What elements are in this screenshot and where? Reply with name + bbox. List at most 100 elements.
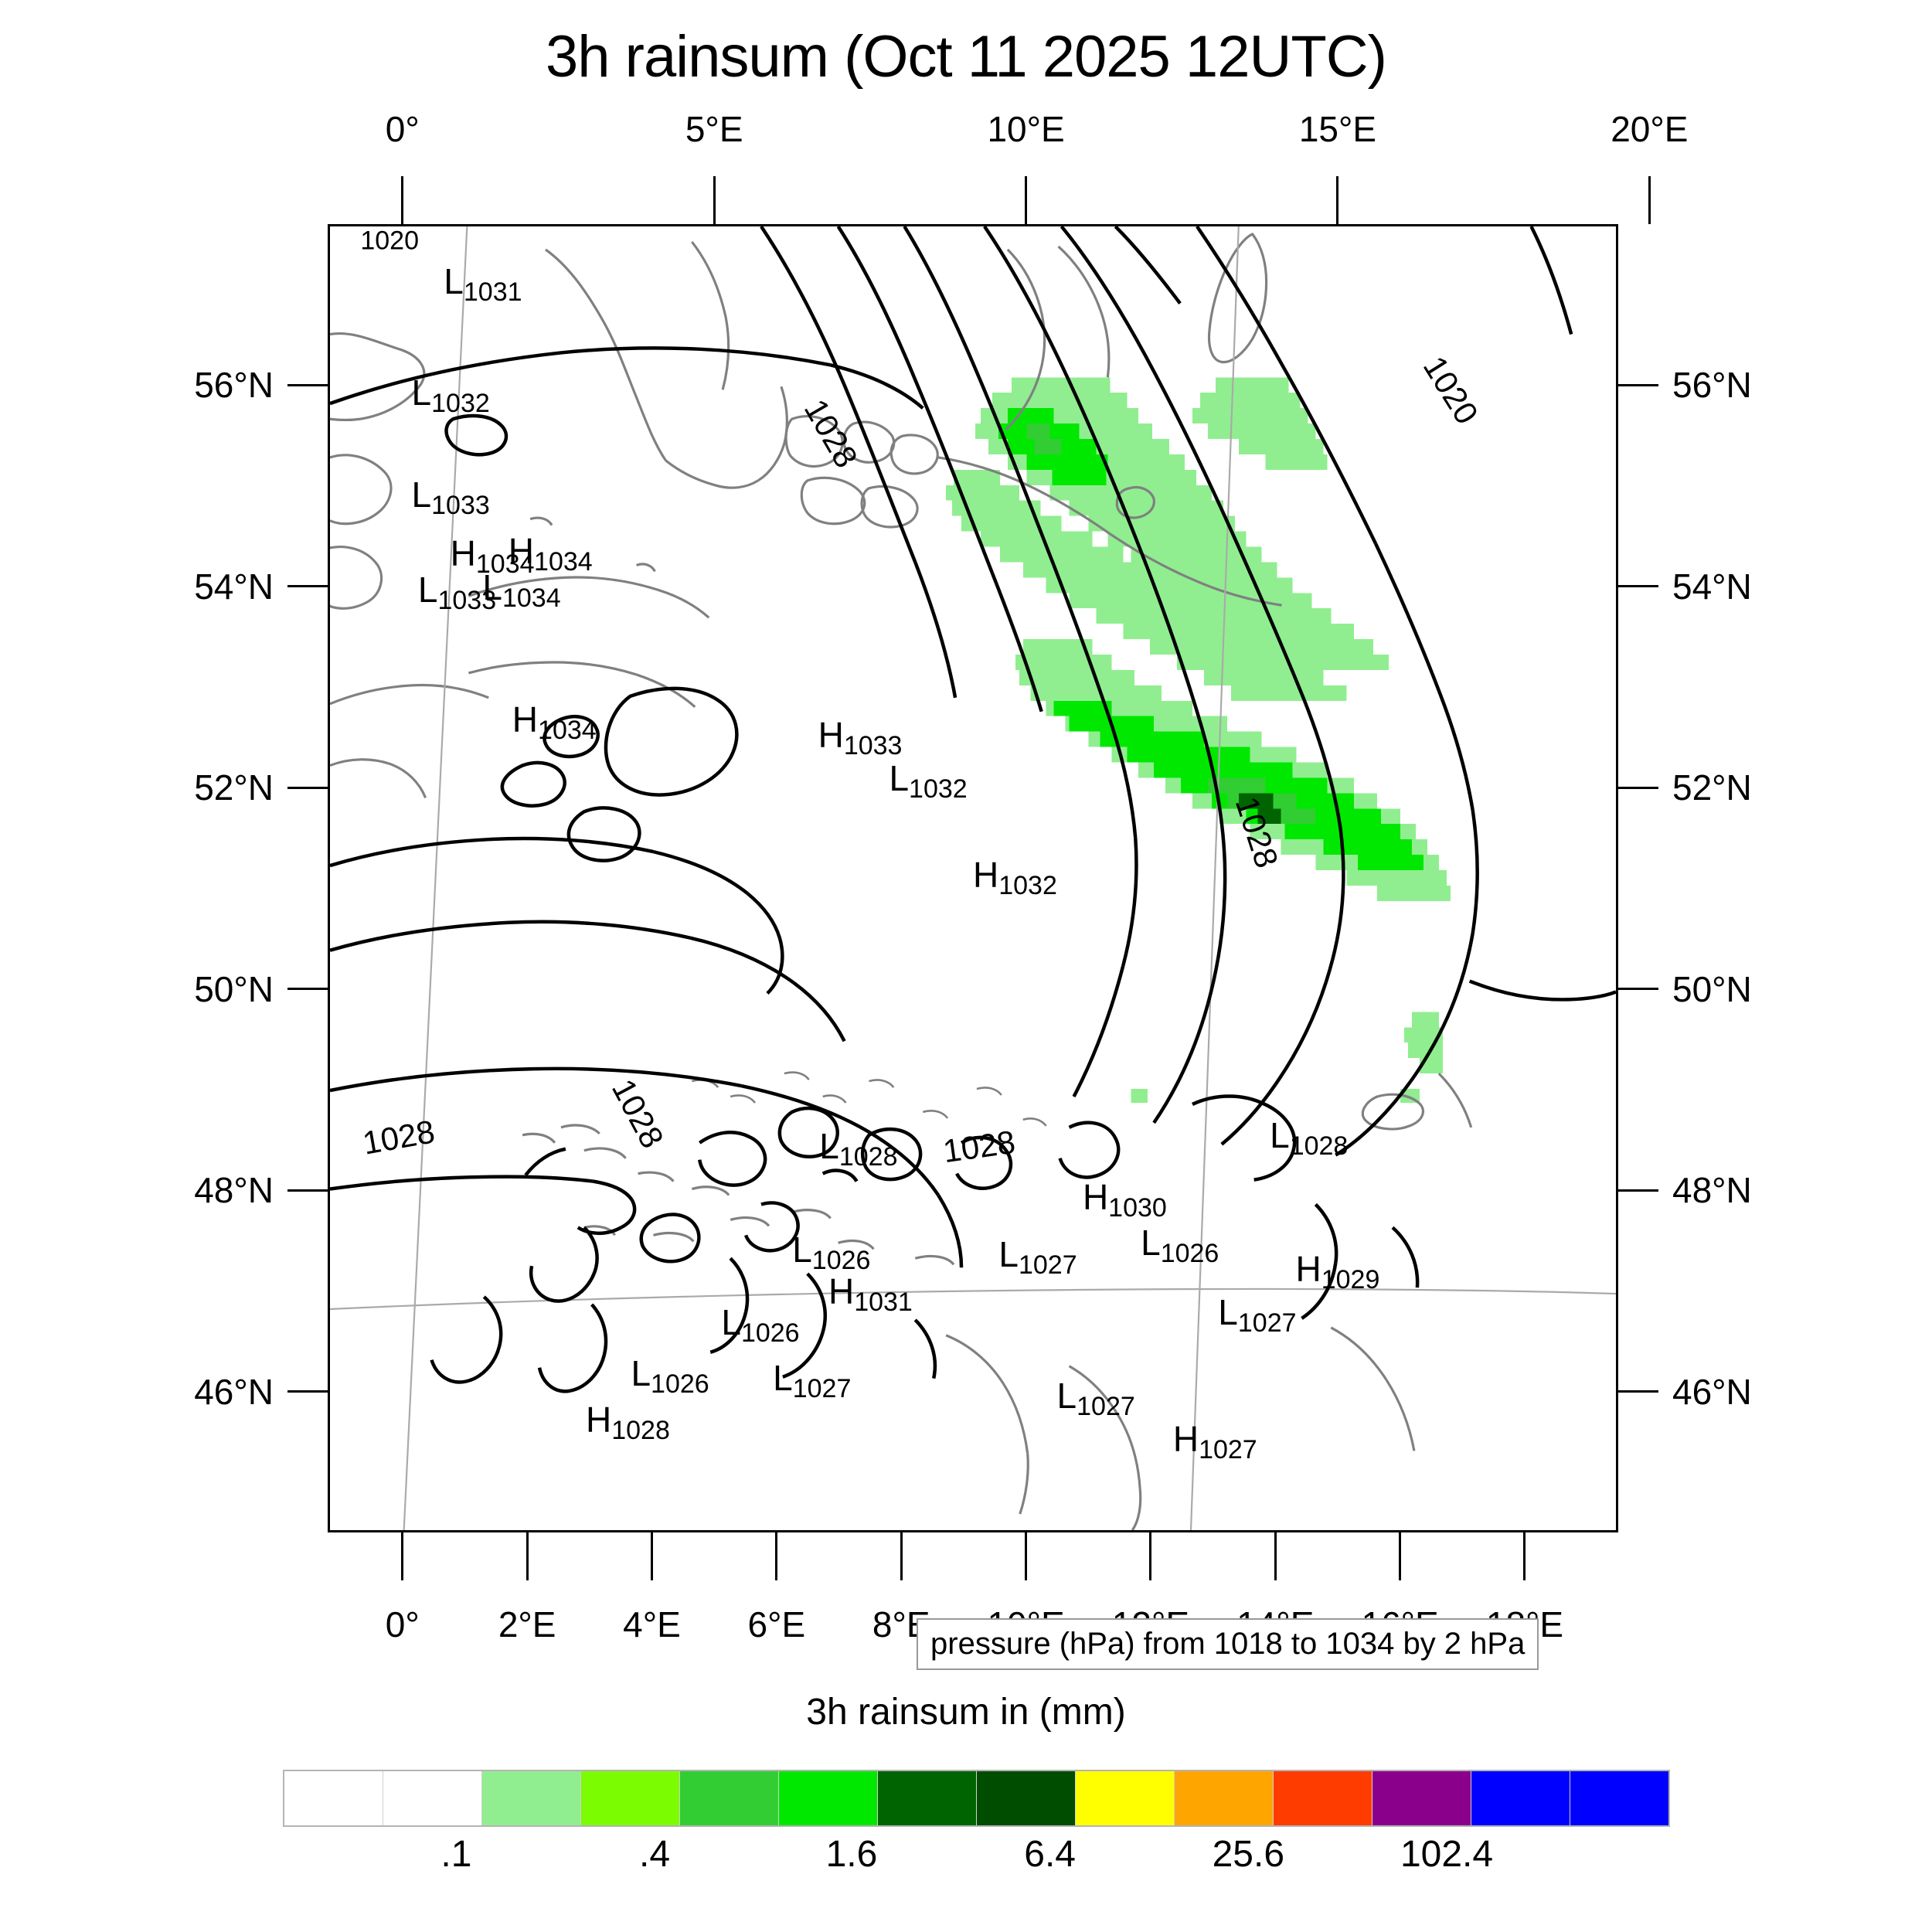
axis-label: 52°N [194, 767, 274, 808]
colorbar-cell[interactable] [877, 1771, 976, 1825]
contour-value-label: 1020 [360, 226, 419, 256]
pressure-center-type: H [508, 530, 535, 571]
axis-tick [1618, 1189, 1658, 1192]
coastline-layer [330, 233, 1473, 1530]
axis-tick [1399, 1532, 1402, 1580]
axis-tick [1025, 176, 1028, 224]
axis-tick [287, 383, 328, 386]
pressure-center-label: L1033 [412, 477, 490, 519]
pressure-center-label: L1027 [773, 1360, 851, 1402]
pressure-center-value: 1033 [431, 490, 490, 520]
page-title: 3h rainsum (Oct 11 2025 12UTC) [546, 24, 1387, 90]
pressure-center-type: L [819, 1125, 839, 1166]
axis-tick [1025, 1532, 1028, 1580]
pressure-center-value: 1026 [1160, 1239, 1219, 1269]
colorbar-cell[interactable] [679, 1771, 778, 1825]
pressure-center-label: L1027 [1218, 1294, 1296, 1336]
axis-tick [713, 176, 716, 224]
pressure-center-type: L [444, 260, 464, 301]
colorbar-cell[interactable] [1570, 1771, 1668, 1825]
pressure-center-value: 1031 [463, 277, 522, 307]
colorbar-tick-label: 1.6 [825, 1834, 878, 1875]
colorbar-cell[interactable] [284, 1771, 383, 1825]
pressure-center-value: 1028 [1289, 1131, 1349, 1162]
pressure-center-value: 1031 [854, 1287, 913, 1317]
pressure-center-label: L1032 [412, 375, 490, 417]
colorbar[interactable] [283, 1770, 1670, 1827]
colorbar-tick-label: .4 [639, 1834, 671, 1875]
colorbar-cell[interactable] [580, 1771, 679, 1825]
colorbar-tick-label: 102.4 [1400, 1834, 1494, 1875]
colorbar-cell[interactable] [1471, 1771, 1570, 1825]
axis-tick [401, 176, 404, 224]
axis-label: 10°E [987, 109, 1065, 149]
axis-tick [1618, 585, 1658, 588]
colorbar-cell[interactable] [481, 1771, 580, 1825]
pressure-center-type: H [512, 699, 539, 740]
pressure-center-label: H1033 [818, 715, 903, 759]
pressure-center-type: L [889, 758, 910, 799]
axis-tick [1618, 1390, 1658, 1393]
pressure-center-label: L1027 [1056, 1376, 1135, 1420]
axis-label: 54°N [1672, 566, 1752, 607]
pressure-center-type: L [721, 1302, 741, 1343]
colorbar-cell[interactable] [1273, 1771, 1372, 1825]
map-panel[interactable] [328, 224, 1618, 1532]
axis-label: 50°N [1672, 968, 1752, 1009]
colorbar-cell[interactable] [1174, 1771, 1273, 1825]
axis-tick [287, 1189, 328, 1192]
pressure-center-type: L [998, 1234, 1019, 1275]
axis-label: 50°N [194, 968, 274, 1009]
axis-tick [287, 585, 328, 588]
pressure-center-type: L [792, 1229, 812, 1270]
axis-label: 4°E [623, 1604, 681, 1645]
axis-label: 0° [385, 109, 420, 149]
pressure-center-label: H1027 [1172, 1419, 1257, 1463]
pressure-center-label: H1034 [512, 699, 597, 743]
pressure-center-label: L1026 [631, 1353, 709, 1397]
pressure-center-type: L [1056, 1376, 1077, 1417]
pressure-legend-box: pressure (hPa) from 1018 to 1034 by 2 hP… [917, 1618, 1539, 1670]
axis-tick [1149, 1532, 1152, 1580]
colorbar-cell[interactable] [976, 1771, 1075, 1825]
pressure-center-value: 1027 [1199, 1435, 1257, 1465]
axis-label: 15°E [1298, 109, 1377, 149]
pressure-center-label: L1026 [792, 1229, 870, 1274]
axis-tick [1523, 1532, 1526, 1580]
colorbar-cell[interactable] [1372, 1771, 1471, 1825]
pressure-center-label: L1033 [417, 570, 496, 614]
axis-tick [1618, 383, 1658, 386]
pressure-center-type: L [1270, 1115, 1290, 1156]
colorbar-cell[interactable] [383, 1771, 481, 1825]
pressure-center-value: 1032 [998, 871, 1057, 901]
colorbar-cell[interactable] [778, 1771, 877, 1825]
axis-tick [1618, 786, 1658, 789]
pressure-center-type: L [1141, 1223, 1161, 1264]
pressure-center-label: H1031 [828, 1274, 913, 1315]
pressure-center-value: 1032 [431, 388, 490, 418]
pressure-center-value: 1029 [1321, 1265, 1380, 1294]
axis-label: 56°N [194, 365, 274, 406]
axis-label: 52°N [1672, 767, 1752, 808]
axis-tick [526, 1532, 529, 1580]
axis-tick [1618, 988, 1658, 991]
pressure-center-label: L1034 [482, 570, 560, 611]
pressure-center-type: H [1295, 1249, 1321, 1289]
axis-tick [287, 786, 328, 789]
pressure-center-type: L [631, 1353, 651, 1394]
pressure-center-label: H1032 [973, 857, 1057, 899]
pressure-center-value: 1026 [651, 1369, 709, 1400]
pressure-center-value: 1027 [1237, 1308, 1297, 1338]
pressure-center-type: H [1172, 1419, 1199, 1460]
pressure-center-label: L1028 [819, 1125, 897, 1170]
pressure-center-type: L [417, 570, 438, 611]
pressure-center-value: 1026 [740, 1318, 800, 1349]
isobar-layer [330, 226, 1616, 1393]
pressure-center-label: H1029 [1295, 1249, 1380, 1293]
pressure-center-type: H [818, 715, 844, 756]
pressure-center-label: L1026 [721, 1302, 799, 1346]
colorbar-tick-label: 25.6 [1212, 1834, 1285, 1875]
pressure-center-label: H1034 [451, 536, 535, 577]
colorbar-cell[interactable] [1075, 1771, 1174, 1825]
pressure-center-value: 1030 [1108, 1192, 1167, 1223]
